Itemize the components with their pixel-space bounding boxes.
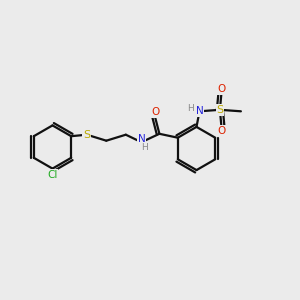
- Text: O: O: [218, 84, 226, 94]
- Text: S: S: [83, 130, 90, 140]
- Text: O: O: [152, 107, 160, 117]
- Text: H: H: [141, 143, 148, 152]
- Text: S: S: [216, 105, 224, 115]
- Text: N: N: [196, 106, 203, 116]
- Text: N: N: [137, 134, 145, 144]
- Text: H: H: [187, 104, 194, 113]
- Text: Cl: Cl: [47, 170, 58, 180]
- Text: O: O: [218, 125, 226, 136]
